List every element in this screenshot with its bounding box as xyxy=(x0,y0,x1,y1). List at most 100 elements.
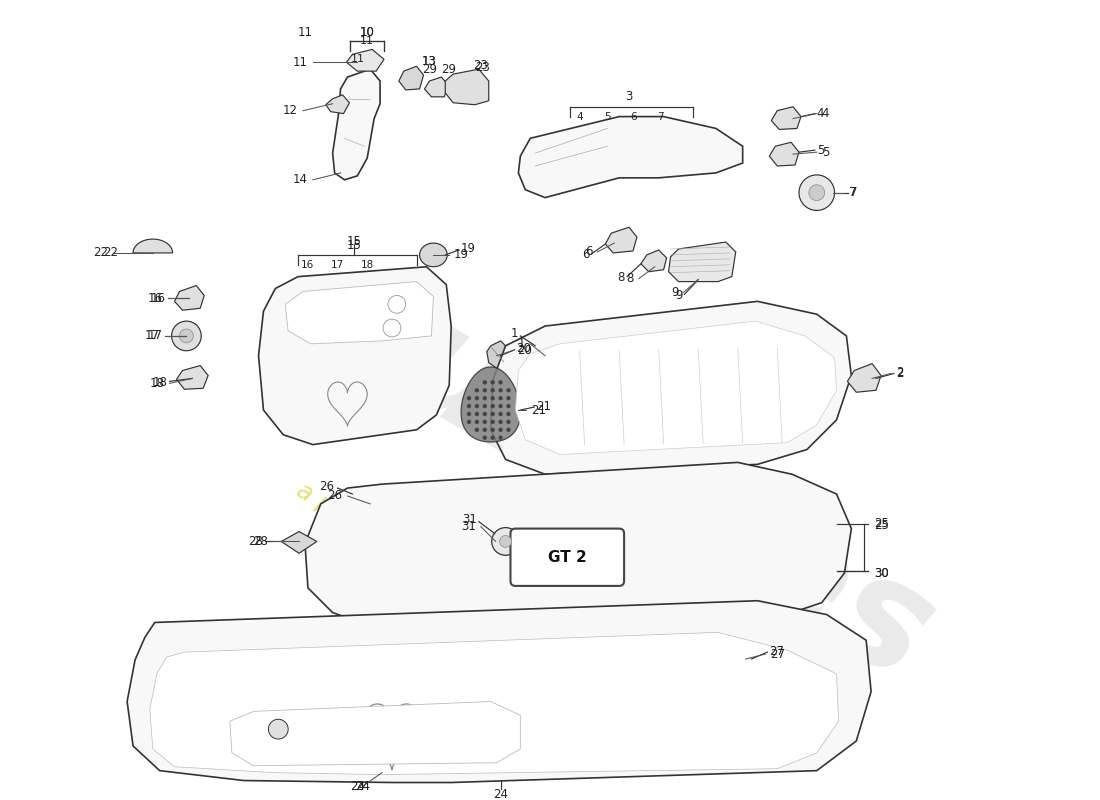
Circle shape xyxy=(498,428,503,432)
Circle shape xyxy=(483,396,487,400)
Text: 16: 16 xyxy=(301,260,315,270)
Polygon shape xyxy=(176,366,208,390)
Text: 7: 7 xyxy=(658,111,664,122)
Text: 14: 14 xyxy=(293,174,308,186)
Text: 2: 2 xyxy=(895,367,903,380)
Text: 17: 17 xyxy=(145,330,160,342)
Polygon shape xyxy=(285,282,433,344)
Circle shape xyxy=(498,420,503,424)
Polygon shape xyxy=(669,242,736,282)
Polygon shape xyxy=(771,106,801,130)
Text: 11: 11 xyxy=(351,54,364,64)
Circle shape xyxy=(491,404,495,408)
Text: 11: 11 xyxy=(360,37,374,46)
Text: 8: 8 xyxy=(618,271,625,284)
Circle shape xyxy=(466,420,471,424)
Text: 5: 5 xyxy=(604,111,611,122)
Text: 12: 12 xyxy=(283,104,298,117)
Text: 10: 10 xyxy=(360,26,375,39)
Circle shape xyxy=(498,412,503,416)
Circle shape xyxy=(808,185,825,201)
Polygon shape xyxy=(282,531,317,554)
Circle shape xyxy=(383,319,400,337)
Circle shape xyxy=(506,428,510,432)
Circle shape xyxy=(491,420,495,424)
Polygon shape xyxy=(461,367,520,442)
Polygon shape xyxy=(150,632,838,774)
Polygon shape xyxy=(258,266,451,445)
Circle shape xyxy=(475,404,480,408)
Text: GT 2: GT 2 xyxy=(549,550,587,565)
Text: 4: 4 xyxy=(576,111,583,122)
Text: 26: 26 xyxy=(320,480,334,493)
Circle shape xyxy=(483,420,487,424)
Text: 11: 11 xyxy=(298,26,312,39)
Text: 30: 30 xyxy=(874,566,889,579)
Text: 19: 19 xyxy=(461,242,476,255)
Text: 28: 28 xyxy=(253,535,268,548)
Text: 31: 31 xyxy=(462,514,477,526)
Circle shape xyxy=(268,719,288,739)
Text: 6: 6 xyxy=(582,249,590,262)
Text: 27: 27 xyxy=(770,647,785,661)
Text: 24: 24 xyxy=(493,788,508,800)
Text: 22: 22 xyxy=(103,246,118,259)
Polygon shape xyxy=(419,243,448,266)
Text: europes: europes xyxy=(280,235,958,713)
Circle shape xyxy=(475,396,480,400)
Circle shape xyxy=(475,420,480,424)
Circle shape xyxy=(483,428,487,432)
Text: 13: 13 xyxy=(421,54,437,68)
Polygon shape xyxy=(425,77,448,97)
Text: 6: 6 xyxy=(585,246,593,258)
Text: 7: 7 xyxy=(849,186,857,199)
Circle shape xyxy=(483,380,487,385)
Text: 19: 19 xyxy=(454,249,470,262)
Text: 7: 7 xyxy=(850,186,858,199)
Polygon shape xyxy=(518,117,743,198)
Circle shape xyxy=(388,295,406,314)
Text: 20: 20 xyxy=(516,342,531,355)
Circle shape xyxy=(475,388,480,393)
Circle shape xyxy=(483,388,487,393)
Circle shape xyxy=(498,396,503,400)
Circle shape xyxy=(466,396,471,400)
Text: 18: 18 xyxy=(153,376,167,389)
Polygon shape xyxy=(346,50,384,71)
Polygon shape xyxy=(175,286,205,310)
Circle shape xyxy=(466,404,471,408)
Text: 13: 13 xyxy=(421,54,437,68)
Text: 30: 30 xyxy=(874,566,889,579)
Circle shape xyxy=(475,412,480,416)
Circle shape xyxy=(499,535,512,547)
Circle shape xyxy=(475,428,480,432)
Circle shape xyxy=(506,388,510,393)
Polygon shape xyxy=(230,702,520,766)
Polygon shape xyxy=(641,250,667,272)
Polygon shape xyxy=(305,462,851,630)
Polygon shape xyxy=(326,95,350,114)
Text: 25: 25 xyxy=(874,517,889,530)
Circle shape xyxy=(506,396,510,400)
Circle shape xyxy=(491,435,495,440)
Text: 29: 29 xyxy=(441,62,455,76)
FancyBboxPatch shape xyxy=(510,529,624,586)
Circle shape xyxy=(498,388,503,393)
Text: 6: 6 xyxy=(630,111,637,122)
Text: 17: 17 xyxy=(147,330,163,342)
Polygon shape xyxy=(769,142,799,166)
Text: 1: 1 xyxy=(510,327,518,341)
Text: 15: 15 xyxy=(346,238,362,251)
Text: 22: 22 xyxy=(94,246,109,259)
Circle shape xyxy=(799,175,835,210)
Text: 9: 9 xyxy=(671,286,679,299)
Polygon shape xyxy=(399,66,424,90)
Circle shape xyxy=(491,412,495,416)
Circle shape xyxy=(506,420,510,424)
Polygon shape xyxy=(491,302,851,474)
Text: 25: 25 xyxy=(874,519,889,532)
Text: 11: 11 xyxy=(293,56,308,69)
Text: 9: 9 xyxy=(675,289,682,302)
Text: 21: 21 xyxy=(536,399,551,413)
Text: 8: 8 xyxy=(627,272,634,285)
